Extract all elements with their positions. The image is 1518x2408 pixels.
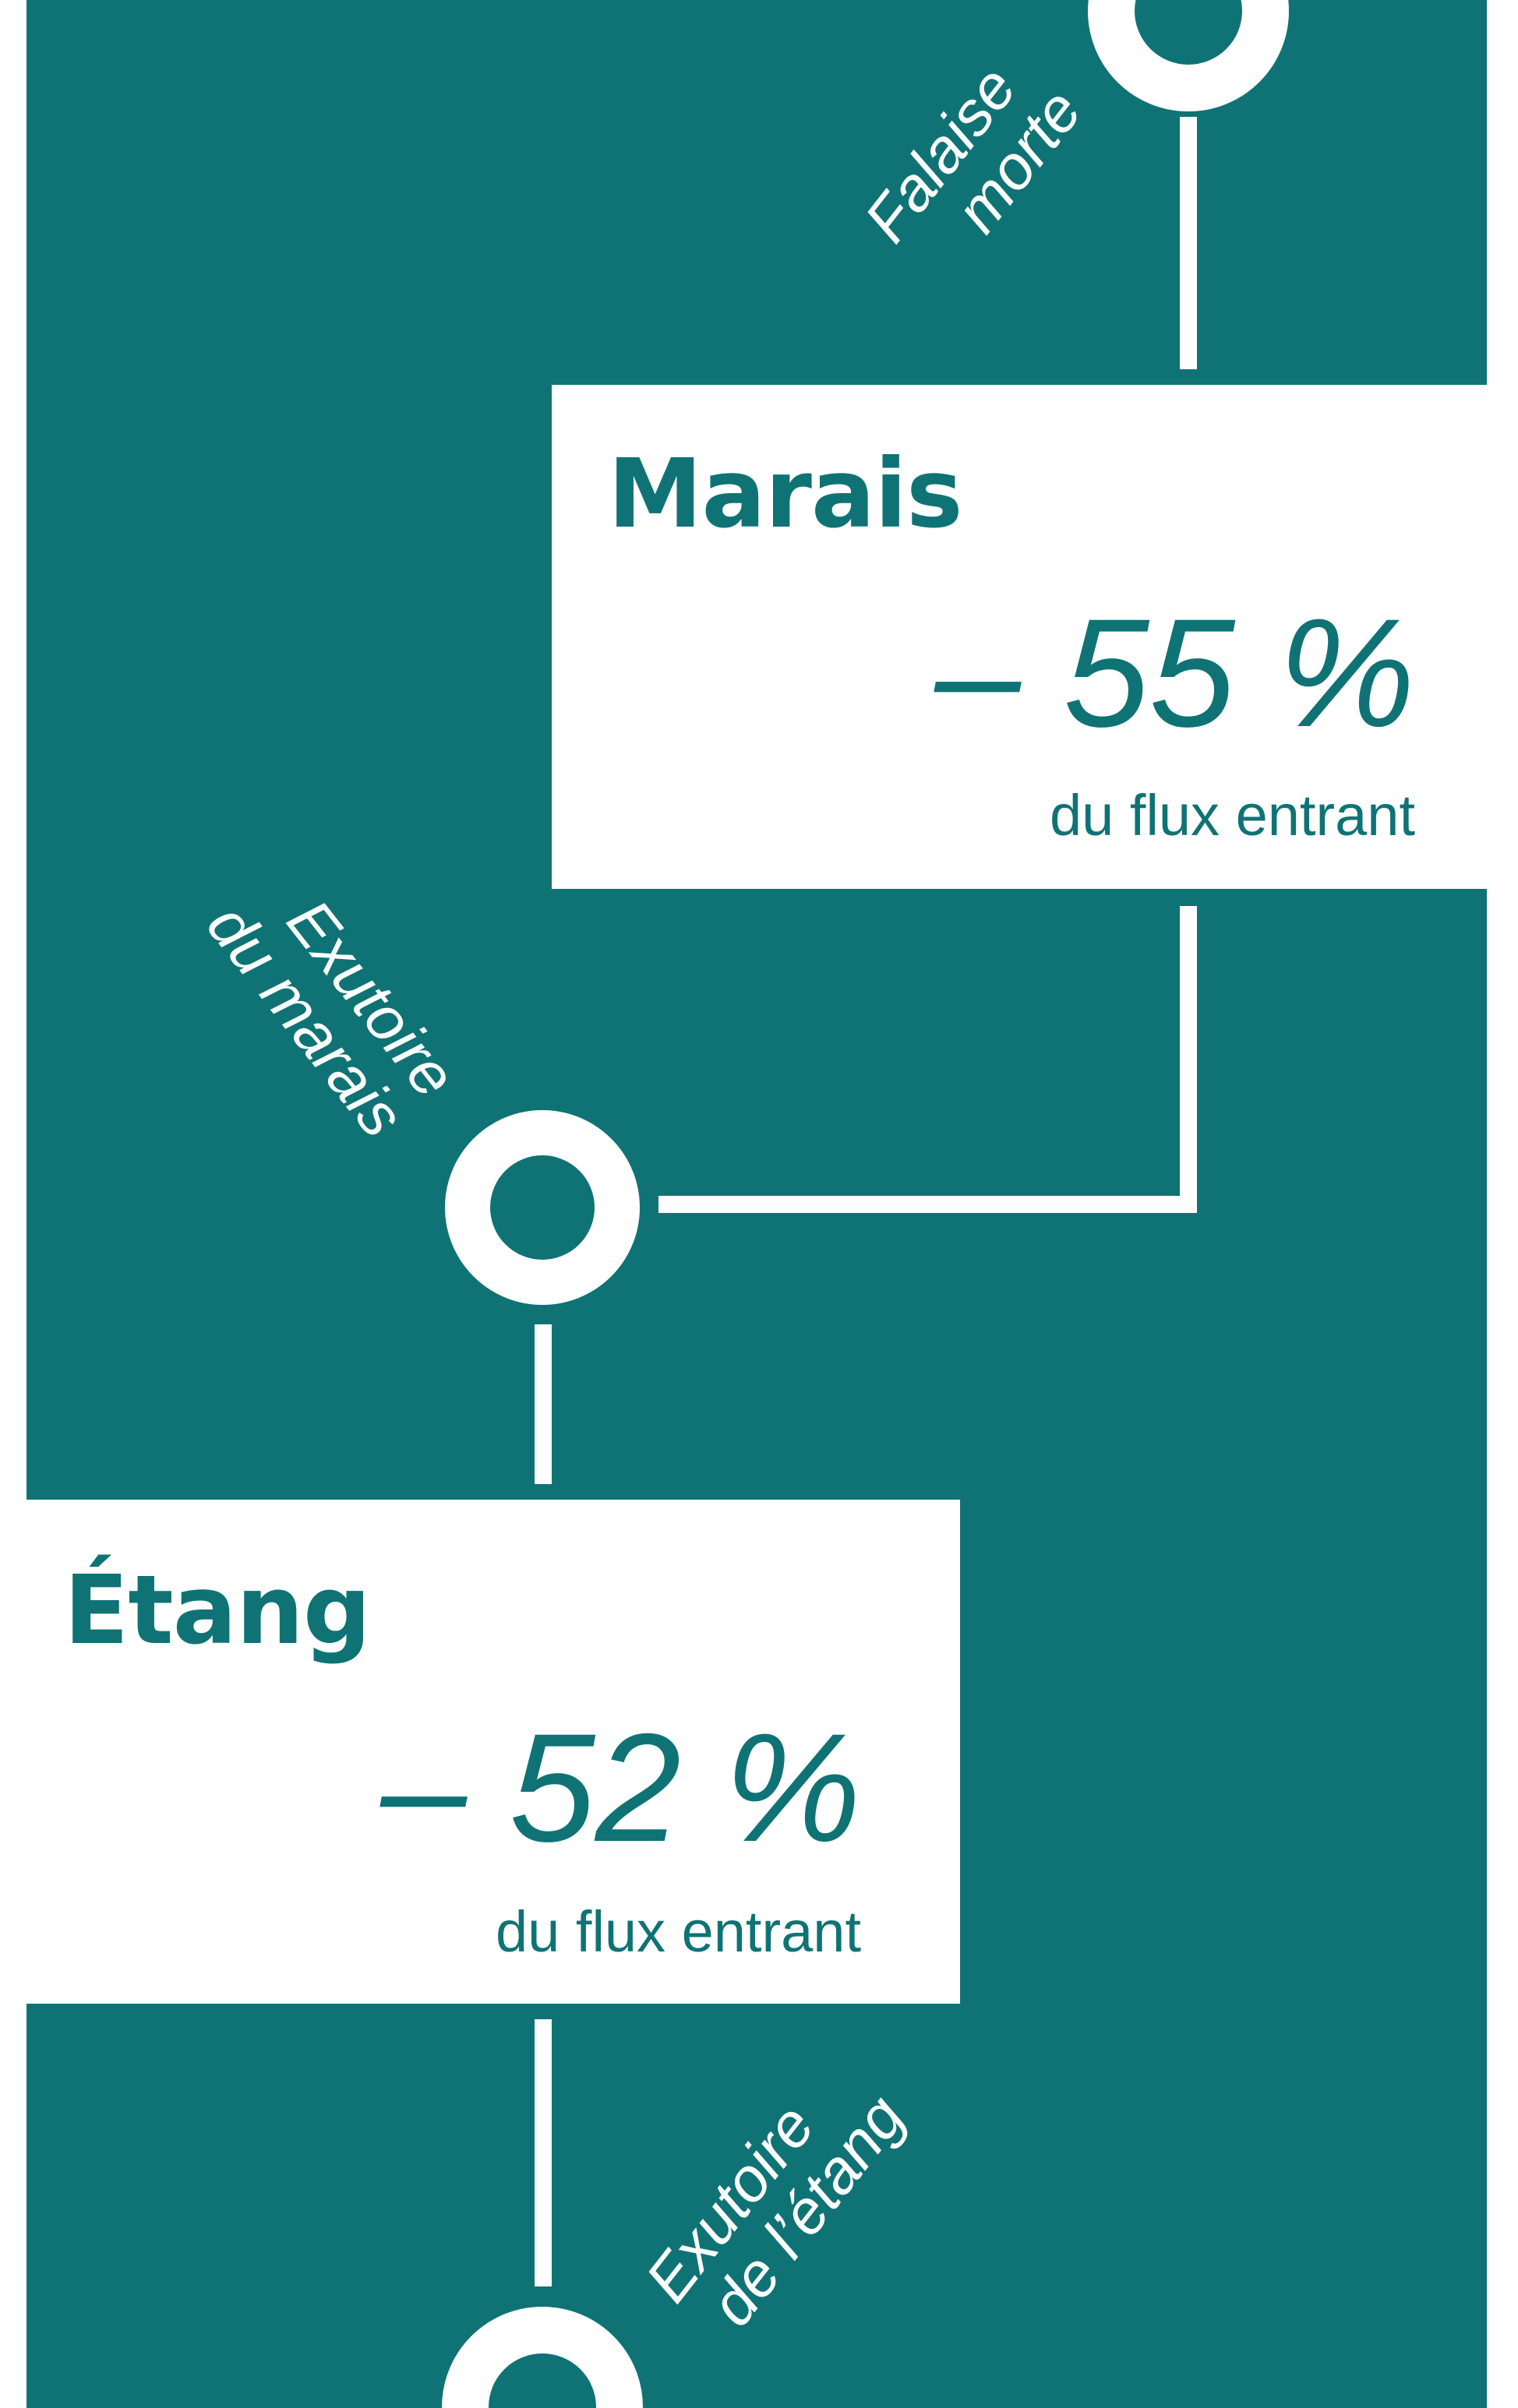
- connector-etang-down: [535, 2019, 552, 2286]
- box-title: Étang: [64, 1555, 371, 1666]
- node-circle-exutoire-marais: [445, 1110, 640, 1305]
- node-circle-exutoire-etang: [442, 2307, 643, 2408]
- box-marais: Marais – 55 % du flux entrant: [552, 385, 1487, 889]
- box-value: – 55 %: [934, 587, 1415, 759]
- node-circle-falaise: [1088, 0, 1289, 111]
- box-subtitle: du flux entrant: [496, 1899, 861, 1964]
- connector-exutoire-etang: [535, 1324, 552, 1484]
- box-subtitle: du flux entrant: [1050, 783, 1415, 848]
- box-value: – 52 %: [380, 1701, 861, 1874]
- connector-falaise-marais: [1180, 117, 1197, 369]
- box-title: Marais: [608, 439, 963, 549]
- connector-marais-down: [1180, 906, 1197, 1212]
- box-etang: Étang – 52 % du flux entrant: [26, 1500, 960, 2004]
- connector-marais-left: [658, 1196, 1197, 1213]
